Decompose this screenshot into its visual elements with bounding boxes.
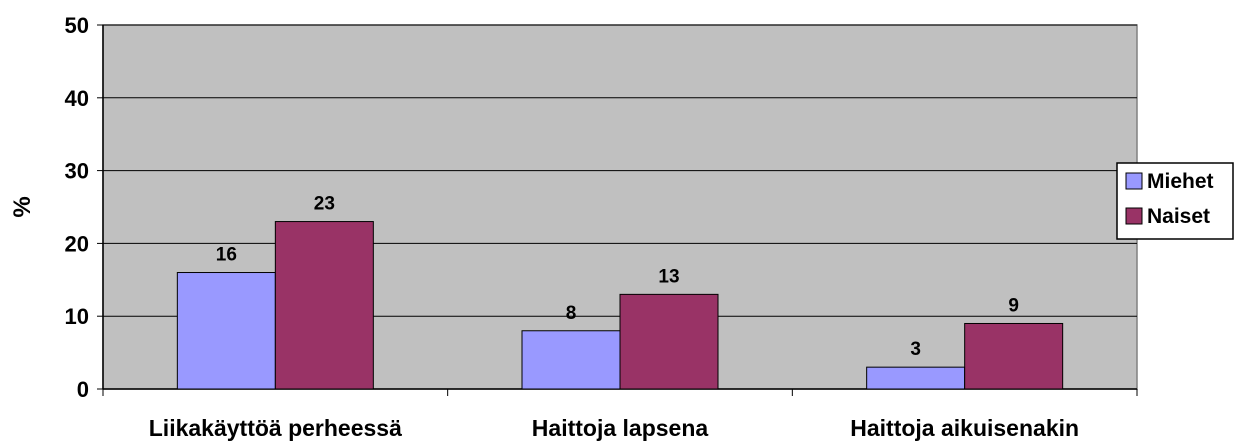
data-label: 16 (216, 245, 237, 266)
bar-naiset (274, 221, 374, 390)
data-label: 3 (910, 339, 921, 360)
data-label: 9 (1008, 295, 1019, 316)
y-tick-label: 0 (77, 377, 89, 402)
y-tick-label: 30 (65, 159, 89, 184)
legend: Miehet Naiset (1116, 162, 1234, 240)
y-tick-label: 20 (65, 231, 89, 256)
y-tick-label: 10 (65, 304, 89, 329)
y-axis-title: % (9, 196, 36, 217)
x-category-label: Haittoja aikuisenakin (850, 415, 1079, 441)
y-tick-label: 40 (65, 86, 89, 111)
bar-naiset (619, 293, 719, 390)
data-label: 13 (658, 266, 679, 287)
bar-miehet (176, 272, 276, 390)
y-tick-label: 50 (65, 13, 89, 38)
bar-miehet (521, 330, 621, 390)
legend-label: Miehet (1147, 170, 1214, 193)
legend-swatch (1125, 172, 1143, 190)
data-label: 23 (314, 194, 335, 215)
bars (176, 221, 1064, 390)
x-category-label: Liikakäyttöä perheessä (149, 415, 402, 441)
labels: 0 10 20 30 40 50 Liikakäyttöä perheessä 16 23 Hai… (65, 13, 1080, 441)
legend-label: Naiset (1147, 205, 1210, 228)
x-category-label: Haittoja lapsena (532, 415, 709, 441)
bar-miehet (866, 366, 966, 390)
legend-swatch (1125, 207, 1143, 225)
data-label: 8 (566, 303, 577, 324)
bar-naiset (964, 322, 1064, 390)
